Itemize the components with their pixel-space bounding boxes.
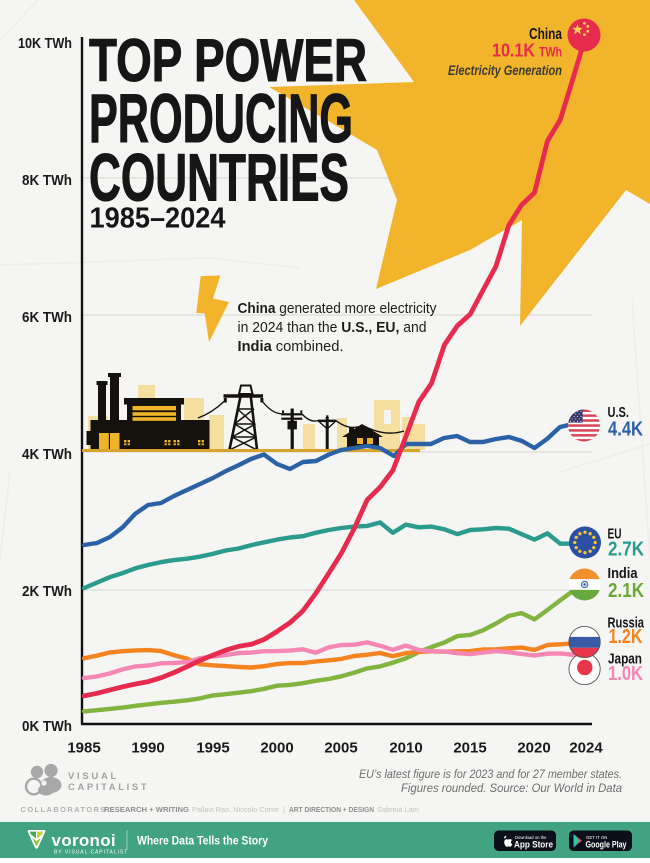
svg-text:U.S.: U.S. (608, 404, 630, 421)
svg-text:VISUAL: VISUAL (68, 771, 119, 782)
svg-text:India combined.: India combined. (238, 339, 344, 355)
svg-text:2020: 2020 (517, 740, 550, 757)
svg-text:India: India (608, 565, 639, 582)
svg-text:2010: 2010 (389, 740, 422, 757)
svg-text:1990: 1990 (131, 740, 164, 757)
svg-text:EU: EU (608, 526, 622, 543)
svg-text:4K TWh: 4K TWh (22, 446, 72, 463)
svg-text:BY VISUAL CAPITALIST: BY VISUAL CAPITALIST (54, 850, 128, 856)
svg-text:China generated more electrici: China generated more electricity (238, 301, 438, 317)
svg-text:0K TWh: 0K TWh (22, 718, 72, 735)
svg-text:2000: 2000 (260, 740, 293, 757)
svg-text:COUNTRIES: COUNTRIES (89, 141, 349, 216)
svg-text:Pallavi Rao, Niccolo Conte: Pallavi Rao, Niccolo Conte (192, 805, 279, 814)
svg-text:GET IT ON: GET IT ON (586, 835, 607, 840)
svg-text:2.7K: 2.7K (608, 539, 644, 561)
svg-text:App Store: App Store (514, 840, 553, 850)
svg-text:Russia: Russia (608, 615, 645, 632)
svg-text:2.1K: 2.1K (608, 580, 644, 602)
svg-text:1995: 1995 (196, 740, 229, 757)
svg-text:Electricity Generation: Electricity Generation (448, 63, 562, 78)
svg-text:8K TWh: 8K TWh (22, 172, 72, 189)
svg-text:10K TWh: 10K TWh (18, 35, 72, 52)
svg-text:COLLABORATORS: COLLABORATORS (21, 805, 107, 814)
svg-text:Where Data Tells the Story: Where Data Tells the Story (137, 836, 269, 848)
svg-text:1985: 1985 (67, 740, 100, 757)
svg-text:in 2024 than the U.S., EU, and: in 2024 than the U.S., EU, and (238, 320, 427, 336)
svg-text:RESEARCH + WRITING: RESEARCH + WRITING (104, 805, 189, 814)
svg-text:|: | (283, 805, 285, 814)
svg-text:TOP POWER: TOP POWER (89, 27, 367, 94)
svg-text:CAPITALIST: CAPITALIST (68, 782, 149, 793)
svg-text:Google Play: Google Play (586, 840, 627, 850)
svg-text:PRODUCING: PRODUCING (89, 80, 353, 157)
svg-text:2K TWh: 2K TWh (22, 583, 72, 600)
svg-text:4.4K: 4.4K (608, 419, 643, 441)
svg-text:Download on the: Download on the (515, 835, 547, 840)
svg-text:2024: 2024 (569, 740, 603, 757)
svg-text:Japan: Japan (608, 651, 642, 668)
svg-text:2015: 2015 (453, 740, 486, 757)
svg-text:1985–2024: 1985–2024 (90, 203, 226, 235)
svg-text:EU’s latest figure is for 2023: EU’s latest figure is for 2023 and for 2… (359, 767, 622, 781)
svg-text:1.0K: 1.0K (608, 663, 643, 685)
svg-text:voronoi: voronoi (52, 831, 116, 850)
svg-text:Sabrina Lam: Sabrina Lam (377, 805, 419, 814)
svg-text:1.2K: 1.2K (609, 626, 643, 648)
svg-text:ART DIRECTION + DESIGN: ART DIRECTION + DESIGN (289, 805, 374, 814)
svg-text:Figures rounded. Source: Our W: Figures rounded. Source: Our World in Da… (401, 781, 622, 795)
svg-text:TWh: TWh (539, 45, 562, 60)
svg-text:6K TWh: 6K TWh (22, 309, 72, 326)
svg-text:2005: 2005 (324, 740, 357, 757)
svg-text:China: China (529, 26, 562, 43)
svg-text:10.1K: 10.1K (492, 40, 536, 61)
